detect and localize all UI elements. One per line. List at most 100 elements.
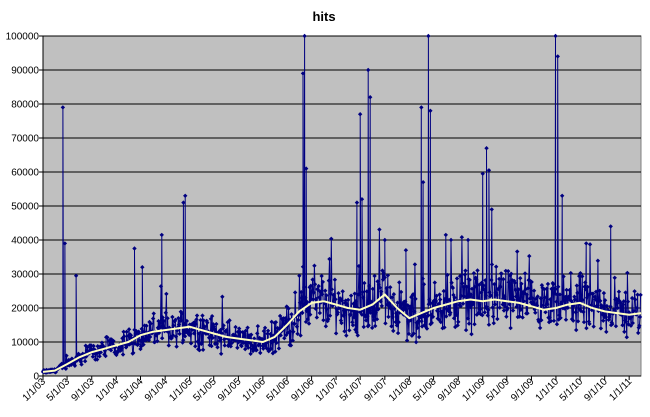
data-point-marker xyxy=(403,248,409,253)
data-point-marker xyxy=(583,287,589,292)
data-point-marker xyxy=(327,313,333,318)
data-point-marker xyxy=(407,304,413,309)
data-point-marker xyxy=(323,324,329,329)
data-point-marker xyxy=(509,271,514,276)
data-point-marker xyxy=(584,241,589,246)
data-point-marker xyxy=(404,338,410,343)
data-point-marker xyxy=(614,296,619,302)
data-point-marker xyxy=(462,272,468,277)
x-tick-label: 5/1/05 xyxy=(191,376,219,404)
data-point-marker xyxy=(631,308,637,313)
data-point-marker xyxy=(360,289,365,295)
data-point-marker xyxy=(273,320,279,325)
data-point-marker xyxy=(248,351,253,356)
data-point-marker xyxy=(364,289,369,294)
x-tick-label: 9/1/05 xyxy=(216,376,244,404)
data-point-marker xyxy=(159,336,165,341)
x-tick-label: 1/1/11 xyxy=(607,376,634,403)
data-point-marker xyxy=(181,337,186,343)
data-point-marker xyxy=(620,323,625,328)
data-point-marker xyxy=(194,317,199,322)
data-point-marker xyxy=(529,279,534,285)
data-point-marker xyxy=(481,287,487,292)
data-point-marker xyxy=(523,287,528,292)
data-point-marker xyxy=(551,282,556,287)
data-point-marker xyxy=(480,171,485,176)
data-point-marker xyxy=(545,281,551,287)
data-point-marker xyxy=(574,283,580,288)
data-point-marker xyxy=(547,315,552,320)
data-point-marker xyxy=(276,346,282,351)
data-point-marker xyxy=(362,280,367,286)
data-point-marker xyxy=(222,343,227,348)
data-point-marker xyxy=(311,290,317,295)
data-point-marker xyxy=(261,328,267,334)
data-point-marker xyxy=(63,361,68,366)
data-point-marker xyxy=(304,299,310,305)
data-point-marker xyxy=(493,264,499,269)
data-point-marker xyxy=(303,295,308,301)
data-point-marker xyxy=(538,296,543,301)
data-point-marker xyxy=(502,294,507,299)
data-point-marker xyxy=(459,235,465,240)
data-point-marker xyxy=(381,270,386,276)
data-point-marker xyxy=(484,146,489,151)
data-point-marker xyxy=(329,287,335,292)
data-point-marker xyxy=(419,319,424,324)
data-point-marker xyxy=(636,325,641,330)
data-point-marker xyxy=(277,313,283,319)
data-point-marker xyxy=(513,294,519,299)
data-point-marker xyxy=(242,331,247,337)
data-point-marker xyxy=(316,283,321,289)
data-point-marker xyxy=(173,334,179,339)
data-point-marker xyxy=(375,279,380,284)
data-point-marker xyxy=(170,314,175,320)
data-point-marker xyxy=(126,327,132,332)
data-point-marker xyxy=(158,284,164,289)
data-point-marker xyxy=(139,326,144,332)
data-point-marker xyxy=(73,273,79,278)
data-point-marker xyxy=(306,321,312,326)
data-point-marker xyxy=(209,343,214,349)
data-point-marker xyxy=(557,292,563,297)
data-point-marker xyxy=(247,340,252,345)
data-point-marker xyxy=(335,310,341,315)
data-point-marker xyxy=(477,307,483,312)
data-point-marker xyxy=(472,284,478,290)
data-point-marker xyxy=(468,292,474,297)
data-point-marker xyxy=(438,319,443,325)
data-point-marker xyxy=(554,321,560,327)
data-point-marker xyxy=(91,343,96,349)
data-point-marker xyxy=(365,67,371,73)
data-point-marker xyxy=(243,328,249,333)
data-point-marker xyxy=(241,340,246,346)
data-point-marker xyxy=(317,310,323,316)
data-point-marker xyxy=(393,319,398,325)
data-point-marker xyxy=(90,354,96,359)
data-point-marker xyxy=(415,319,421,324)
data-point-marker xyxy=(441,308,446,313)
data-point-marker xyxy=(148,321,153,326)
data-point-marker xyxy=(475,268,480,273)
data-point-marker xyxy=(359,197,365,202)
data-point-marker xyxy=(403,299,408,304)
data-point-marker xyxy=(581,319,587,325)
data-point-marker xyxy=(389,324,394,329)
data-point-marker xyxy=(587,242,593,247)
data-point-marker xyxy=(265,331,270,336)
data-point-marker xyxy=(243,346,248,352)
data-point-marker xyxy=(354,329,359,335)
data-point-marker xyxy=(79,362,84,367)
data-point-marker xyxy=(572,297,578,302)
data-point-marker xyxy=(637,314,643,320)
data-point-marker xyxy=(255,323,261,329)
x-tick-label: 9/1/10 xyxy=(582,376,610,404)
data-point-marker xyxy=(628,323,634,328)
data-point-marker xyxy=(627,315,632,321)
data-point-marker xyxy=(323,288,328,293)
data-point-marker xyxy=(555,292,560,297)
data-point-marker xyxy=(533,296,539,302)
data-point-marker xyxy=(326,316,331,322)
data-point-marker xyxy=(410,292,416,297)
x-tick-label: 9/1/08 xyxy=(436,376,464,404)
